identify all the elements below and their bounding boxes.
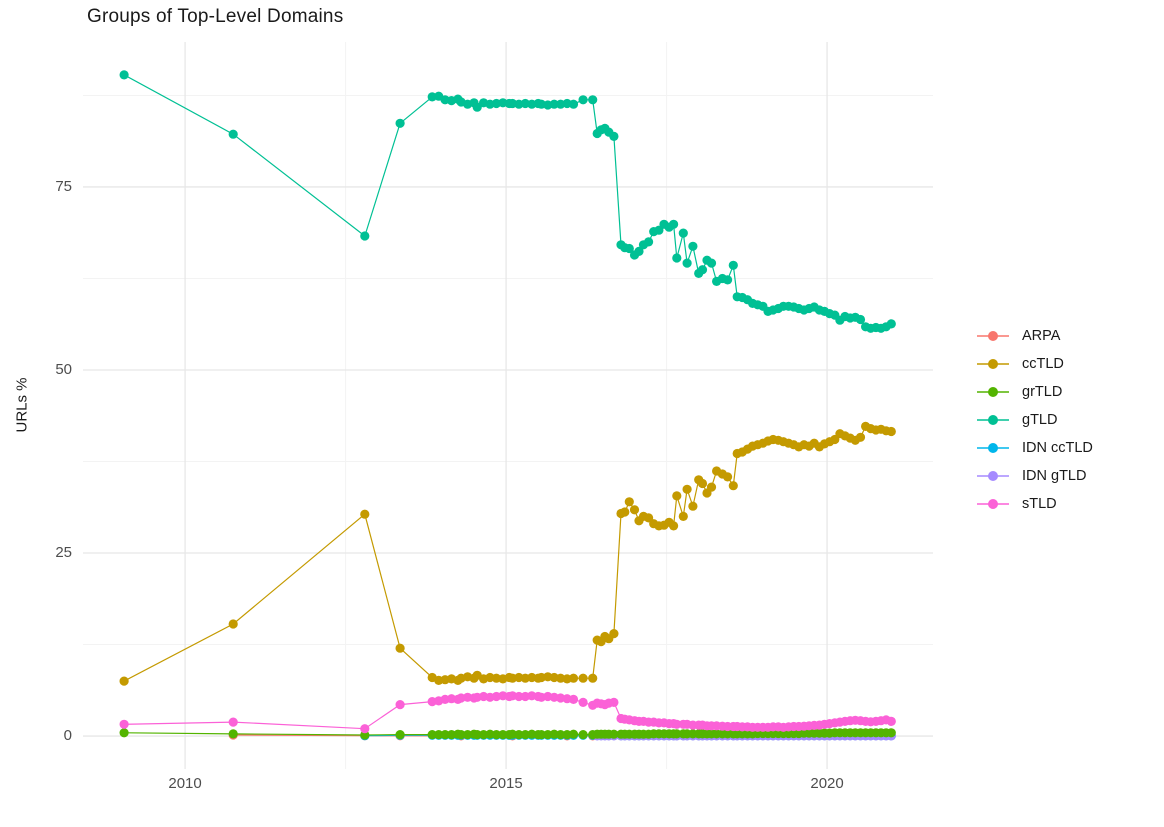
legend: ARPA ccTLD grTLD gTLD IDN ccTLD IDN gTLD sTLD [976,322,1093,518]
y-tick-label-25: 25 [55,544,72,562]
legend-item-idn-cctld: IDN ccTLD [976,434,1093,462]
legend-key-icon [977,387,1009,397]
legend-key-icon [977,443,1009,453]
legend-item-grtld: grTLD [976,378,1093,406]
legend-label: gTLD [1022,412,1058,428]
legend-item-cctld: ccTLD [976,350,1093,378]
series-grtld [119,728,896,740]
y-tick-label-75: 75 [55,177,72,195]
legend-label: ARPA [1022,328,1061,344]
legend-label: grTLD [1022,384,1063,400]
x-tick-label-2015: 2015 [489,775,523,792]
legend-item-arpa: ARPA [976,322,1093,350]
legend-label: IDN gTLD [1022,468,1087,484]
series-stld [119,691,896,734]
legend-key-icon [977,415,1009,425]
legend-item-gtld: gTLD [976,406,1093,434]
legend-label: ccTLD [1022,356,1064,372]
legend-key-icon [977,471,1009,481]
legend-key-icon [977,499,1009,509]
chart-title: Groups of Top-Level Domains [87,6,344,27]
grid-major [83,42,933,769]
legend-item-stld: sTLD [976,490,1093,518]
series-cctld [119,421,896,686]
legend-label: sTLD [1022,496,1057,512]
legend-label: IDN ccTLD [1022,440,1093,456]
x-tick-label-2020: 2020 [810,775,844,792]
y-tick-label-50: 50 [55,360,72,378]
legend-item-idn-gtld: IDN gTLD [976,462,1093,490]
legend-key-icon [977,359,1009,369]
x-tick-label-2010: 2010 [168,775,202,792]
grid-minor [83,42,933,769]
y-tick-label-0: 0 [63,727,72,745]
y-axis-title: URLs % [13,377,31,433]
legend-key-icon [977,331,1009,341]
series-gtld [119,70,896,333]
